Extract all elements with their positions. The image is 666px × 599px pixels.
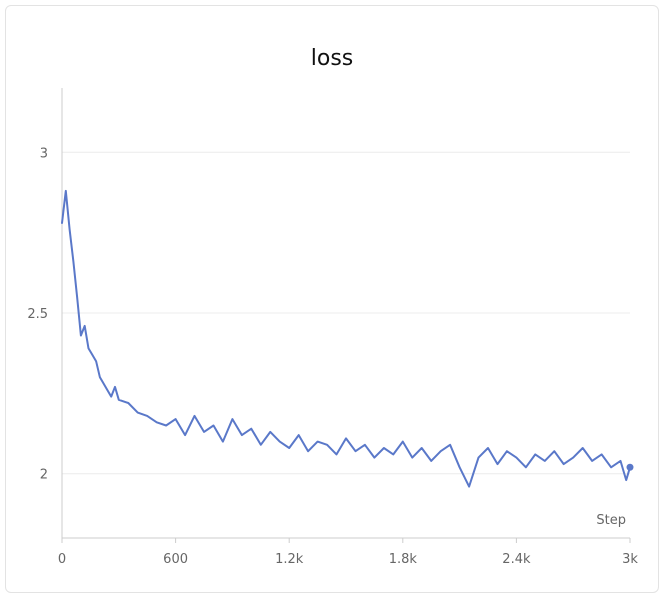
x-axis-label: Step bbox=[596, 513, 626, 528]
x-tick-label: 2.4k bbox=[502, 552, 531, 567]
y-tick-label: 2 bbox=[40, 468, 48, 483]
grid-lines bbox=[62, 151, 630, 475]
x-tick-label: 1.2k bbox=[275, 552, 304, 567]
x-tick-label: 0 bbox=[58, 552, 66, 567]
chart-title: loss bbox=[310, 46, 354, 71]
series-layer bbox=[61, 189, 634, 488]
tick-labels: 2 2.5 3 0 600 1.2k 1.8k 2.4k 3k bbox=[27, 146, 638, 567]
loss-series-line bbox=[61, 189, 631, 488]
y-tick-label: 2.5 bbox=[27, 307, 48, 322]
y-tick-label: 3 bbox=[40, 146, 48, 161]
axes bbox=[61, 88, 631, 543]
x-tick-label: 3k bbox=[622, 552, 638, 567]
series-end-point bbox=[626, 463, 634, 471]
x-tick-label: 1.8k bbox=[389, 552, 418, 567]
x-tick-label: 600 bbox=[163, 552, 188, 567]
chart-card: loss bbox=[5, 5, 659, 593]
